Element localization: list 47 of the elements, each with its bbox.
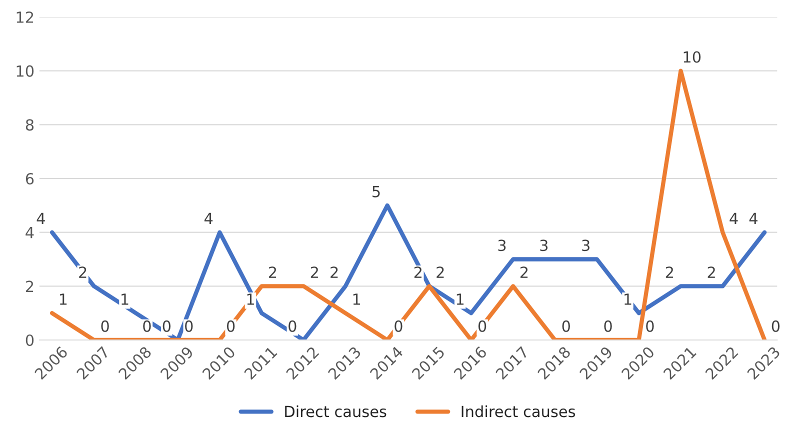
data-label: 4 — [36, 212, 45, 224]
data-label: 2 — [79, 266, 86, 278]
data-label: 2 — [310, 266, 318, 278]
data-label: 0 — [394, 320, 402, 332]
data-label: 0 — [185, 320, 193, 332]
y-tick-label: 8 — [26, 119, 34, 131]
y-tick-label: 12 — [16, 11, 34, 23]
data-label: 2 — [414, 266, 422, 278]
y-tick-label: 10 — [16, 65, 34, 77]
data-label: 0 — [646, 320, 654, 332]
data-label: 2 — [330, 266, 338, 278]
y-tick-label: 2 — [26, 280, 34, 292]
data-label: 4 — [730, 212, 738, 224]
legend-label: Indirect causes — [462, 405, 576, 418]
data-label: 1 — [122, 294, 128, 305]
data-label: 2 — [436, 266, 444, 278]
data-label: 0 — [288, 320, 296, 332]
data-label: 0 — [162, 320, 171, 332]
data-label: 2 — [520, 266, 528, 278]
data-label: 2 — [708, 266, 715, 278]
line-series — [50, 203, 767, 340]
data-label: 2 — [268, 266, 276, 278]
data-label: 1 — [247, 294, 254, 305]
data-label: 0 — [562, 320, 570, 332]
line-series — [50, 68, 767, 340]
data-label: 0 — [772, 320, 780, 332]
y-tick-label: 0 — [26, 334, 34, 346]
data-label: 10 — [684, 51, 701, 63]
data-label: 0 — [478, 320, 486, 332]
data-label: 3 — [540, 240, 548, 252]
data-label: 3 — [582, 240, 590, 252]
data-label: 1 — [60, 294, 67, 305]
legend-label: Direct causes — [285, 405, 386, 418]
data-label: 1 — [456, 294, 464, 305]
data-label: 0 — [143, 320, 151, 332]
data-label: 0 — [604, 320, 612, 332]
data-label: 1 — [624, 294, 632, 305]
y-tick-label: 6 — [26, 172, 34, 185]
data-label: 0 — [226, 320, 235, 332]
data-label: 4 — [749, 212, 758, 224]
data-label: 0 — [101, 320, 109, 332]
data-label: 1 — [353, 294, 360, 305]
y-tick-label: 4 — [26, 227, 34, 238]
data-label: 4 — [204, 212, 213, 224]
data-label: 3 — [498, 240, 506, 252]
data-label: 2 — [666, 266, 673, 278]
data-label: 5 — [372, 186, 380, 198]
